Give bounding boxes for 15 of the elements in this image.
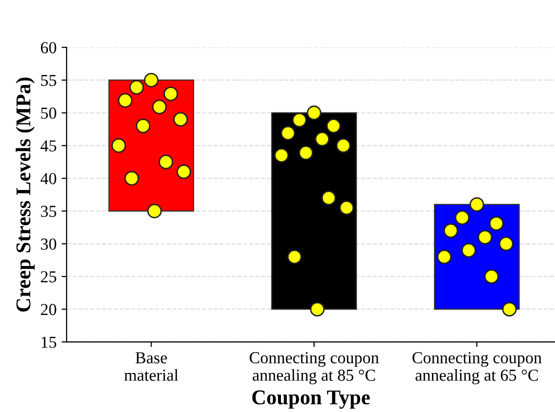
y-tick-label: 25 bbox=[40, 271, 56, 282]
y-axis-title: Creep Stress Levels (MPa) bbox=[16, 78, 35, 312]
y-tick-label: 40 bbox=[40, 173, 56, 184]
x-axis-title: Coupon Type bbox=[252, 390, 370, 409]
y-tick-label: 35 bbox=[41, 206, 56, 217]
y-tick-label: 30 bbox=[41, 238, 56, 250]
y-tick-label: 50 bbox=[41, 108, 56, 119]
y-tick-label: 45 bbox=[40, 140, 56, 152]
x-tick-label: Connecting coupon annealing at 85 °C bbox=[250, 352, 379, 384]
y-tick-label: 15 bbox=[42, 336, 56, 348]
y-tick-label: 60 bbox=[40, 42, 56, 54]
x-tick-label: Connecting coupon annealing at 65 °C bbox=[412, 352, 542, 384]
x-tick-label: Base material bbox=[124, 352, 178, 381]
y-tick-label: 55 bbox=[41, 74, 56, 86]
y-tick-label: 20 bbox=[40, 304, 56, 316]
